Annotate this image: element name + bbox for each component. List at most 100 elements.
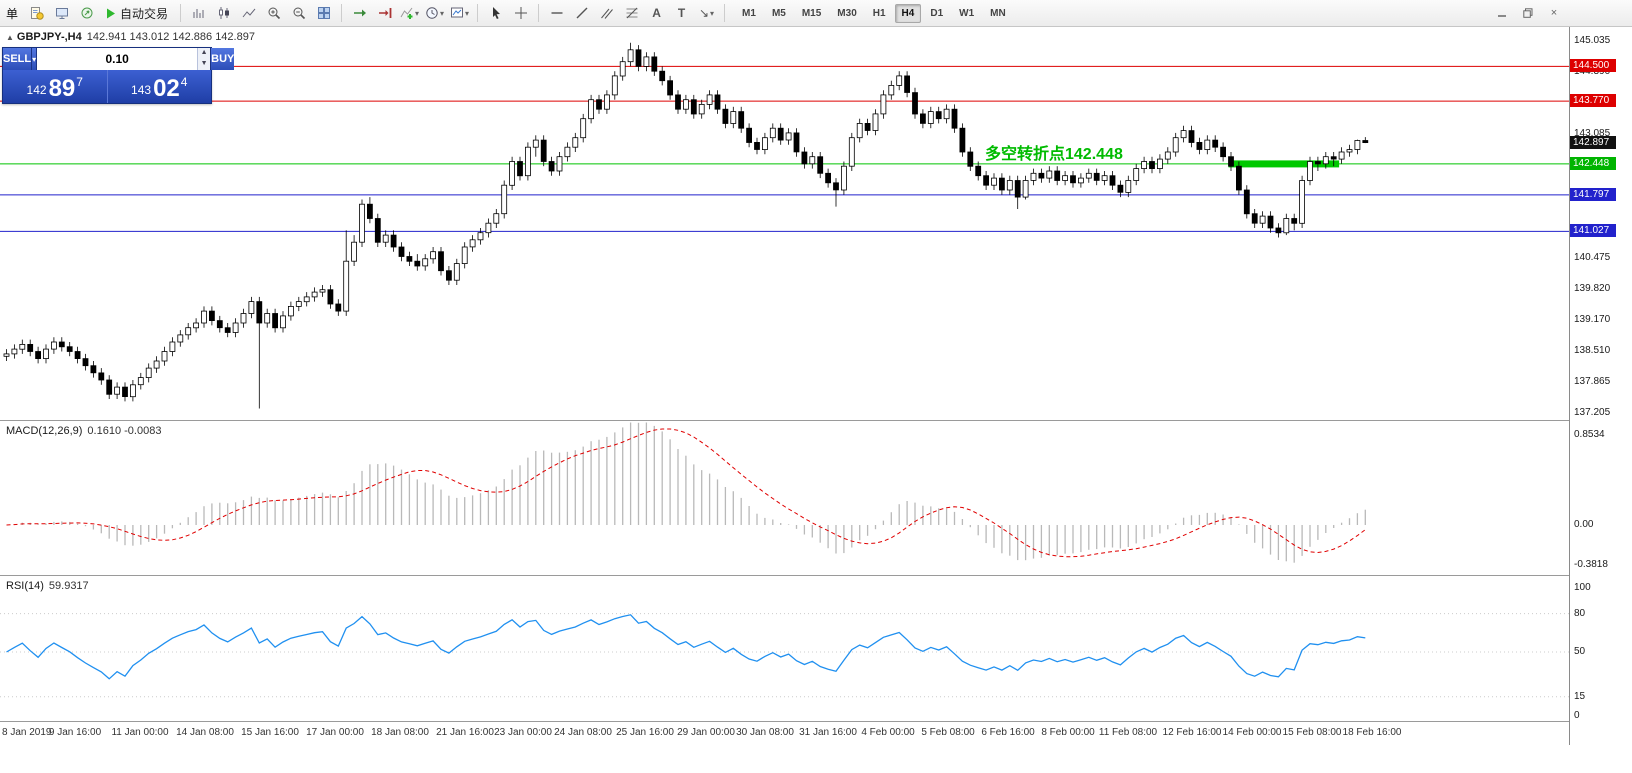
rsi-label: RSI(14) <box>6 580 44 592</box>
price-axis-label: 137.865 <box>1574 376 1611 387</box>
minimize-icon[interactable] <box>1492 4 1512 22</box>
time-axis-label: 8 Feb 00:00 <box>1041 727 1095 738</box>
sell-price[interactable]: 142 89 7 <box>3 70 107 103</box>
menu-text[interactable]: 单 <box>6 6 19 21</box>
time-axis[interactable]: 8 Jan 2019 9 Jan 16:00 11 Jan 00:00 14 Jan … <box>0 722 1569 745</box>
horizontal-line-icon[interactable] <box>545 2 568 24</box>
price-axis-label: 145.035 <box>1574 35 1611 46</box>
rsi-header: RSI(14) 59.9317 <box>6 580 89 592</box>
new-order-icon[interactable] <box>25 2 48 24</box>
rsi-axis-label: 80 <box>1574 608 1586 619</box>
zoom-out-icon[interactable] <box>287 2 310 24</box>
trendline-icon[interactable] <box>570 2 593 24</box>
indicators-icon[interactable]: ▾ <box>398 2 421 24</box>
timeframe-button-W1[interactable]: W1 <box>959 7 975 19</box>
time-axis-label: 31 Jan 16:00 <box>799 727 857 738</box>
volume-steppers: ▲ ▼ <box>197 48 211 70</box>
candlestick-chart[interactable] <box>0 27 1569 421</box>
price-badge: 141.797 <box>1570 188 1616 201</box>
price-axis-label: 137.205 <box>1574 407 1611 418</box>
crosshair-icon[interactable] <box>509 2 532 24</box>
auto-scroll-icon[interactable] <box>348 2 371 24</box>
rsi-axis-label: 0 <box>1574 710 1580 721</box>
sell-price-prefix: 142 <box>26 83 47 97</box>
time-axis-label: 18 Feb 16:00 <box>1342 727 1402 738</box>
toolbar-separator <box>341 4 343 22</box>
time-axis-label: 11 Jan 00:00 <box>111 727 169 738</box>
autotrading-label: 自动交易 <box>120 6 169 21</box>
time-axis-label: 14 Feb 00:00 <box>1222 727 1282 738</box>
sell-price-point: 7 <box>76 75 83 89</box>
restore-icon[interactable] <box>1518 4 1538 22</box>
timeframe-button-M1[interactable]: M1 <box>742 7 756 19</box>
candlestick-chart-icon[interactable] <box>212 2 235 24</box>
macd-axis-label: -0.3818 <box>1574 559 1608 570</box>
time-axis-label: 4 Feb 00:00 <box>861 727 915 738</box>
rsi-panel: RSI(14) 59.9317 <box>0 576 1569 722</box>
highlight-segment <box>1228 160 1340 168</box>
timeframe-button-M30[interactable]: M30 <box>837 7 857 19</box>
macd-chart[interactable] <box>0 421 1569 576</box>
market-watch-icon[interactable] <box>50 2 73 24</box>
zoom-in-icon[interactable] <box>262 2 285 24</box>
text-icon[interactable]: A <box>652 6 661 20</box>
timeframe-button-D1[interactable]: D1 <box>930 7 944 19</box>
price-axis-label: 138.510 <box>1574 345 1611 356</box>
volume-input[interactable] <box>37 48 198 70</box>
text-label-icon[interactable]: T <box>677 6 686 20</box>
timeframe-button-H1[interactable]: H1 <box>872 7 886 19</box>
timeframe-button-MN[interactable]: MN <box>990 7 1006 19</box>
channel-icon[interactable] <box>595 2 618 24</box>
autotrading-button[interactable]: 自动交易 <box>99 2 175 24</box>
price-axis-label: 139.820 <box>1574 283 1611 294</box>
time-axis-label: 17 Jan 00:00 <box>306 727 364 738</box>
buy-price-pips: 02 <box>153 75 180 102</box>
arrows-icon[interactable]: ↘ ▾ <box>698 6 715 20</box>
fibonacci-icon[interactable] <box>620 2 643 24</box>
time-axis-label: 9 Jan 16:00 <box>48 727 102 738</box>
chart-shift-icon[interactable] <box>373 2 396 24</box>
price-badge: 144.500 <box>1570 59 1616 72</box>
rsi-line <box>6 614 1366 680</box>
chart-title: ▲ GBPJPY-,H4 142.941 143.012 142.886 142.8… <box>6 31 255 43</box>
macd-values: 0.1610 -0.0083 <box>87 425 162 437</box>
close-icon[interactable]: × <box>1550 7 1558 19</box>
rsi-chart[interactable] <box>0 576 1569 722</box>
price-axis-label: 139.170 <box>1574 314 1611 325</box>
time-axis-label: 25 Jan 16:00 <box>616 727 674 738</box>
buy-button[interactable]: BUY <box>210 48 235 70</box>
rsi-value: 59.9317 <box>48 580 89 592</box>
time-axis-label: 12 Feb 16:00 <box>1162 727 1222 738</box>
periods-clock-icon[interactable]: ▾ <box>423 2 446 24</box>
cursor-icon[interactable] <box>484 2 507 24</box>
volume-increase-button[interactable]: ▲ <box>198 48 211 59</box>
rsi-axis-label: 15 <box>1574 691 1586 702</box>
window-controls: × <box>1492 4 1564 22</box>
navigator-icon[interactable] <box>75 2 98 24</box>
price-badge: 142.448 <box>1570 157 1616 170</box>
macd-histogram <box>13 422 1366 563</box>
time-axis-label: 14 Jan 08:00 <box>176 727 234 738</box>
symbol-period-label: GBPJPY-,H4 <box>16 31 82 43</box>
templates-icon[interactable]: ▾ <box>448 2 471 24</box>
timeframe-button-M15[interactable]: M15 <box>801 7 822 19</box>
timeframe-button-M5[interactable]: M5 <box>771 7 786 19</box>
price-badge: 143.770 <box>1570 94 1616 107</box>
toolbar-separator <box>724 4 726 22</box>
buy-price-prefix: 143 <box>131 83 152 97</box>
sell-button[interactable]: SELL <box>3 48 33 70</box>
volume-dropdown-button[interactable]: ▾ <box>32 48 38 70</box>
toolbar-separator <box>180 4 182 22</box>
volume-decrease-button[interactable]: ▼ <box>198 59 211 70</box>
time-axis-label: 30 Jan 08:00 <box>736 727 794 738</box>
macd-panel: MACD(12,26,9) 0.1610 -0.0083 <box>0 421 1569 576</box>
line-chart-icon[interactable] <box>237 2 260 24</box>
timeframe-button-H4[interactable]: H4 <box>894 3 922 23</box>
price-badge: 142.897 <box>1570 136 1616 149</box>
bar-chart-icon[interactable] <box>187 2 210 24</box>
price-axis[interactable]: 145.035144.390143.085140.475139.820139.1… <box>1569 27 1632 745</box>
tile-windows-icon[interactable] <box>312 2 335 24</box>
buy-price[interactable]: 143 02 4 <box>108 70 212 103</box>
